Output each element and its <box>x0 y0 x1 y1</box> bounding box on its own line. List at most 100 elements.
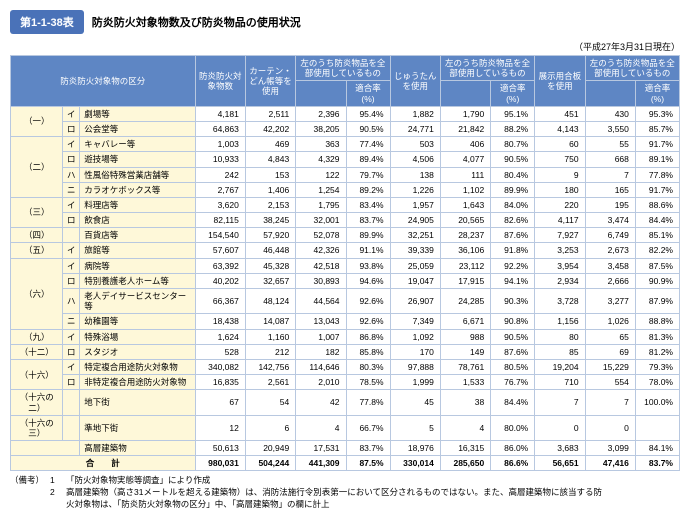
col-rate1-blank <box>296 81 346 106</box>
table-row: ニカラオケボックス等2,7671,4061,25489.2%1,2261,102… <box>11 182 680 197</box>
value-cell: 28,237 <box>440 228 490 243</box>
value-cell: 2,396 <box>296 106 346 121</box>
mark-cell: イ <box>63 243 80 258</box>
value-cell: 42 <box>296 390 346 415</box>
value-cell: 48,124 <box>245 289 295 314</box>
value-cell: 363 <box>296 137 346 152</box>
value-cell: 138 <box>390 167 440 182</box>
footnote-2b: 火対象物は、「防炎防火対象物の区分」中、「高層建築物」の欄に計上 <box>66 499 330 511</box>
col-category: 防炎防火対象物の区分 <box>11 56 196 107</box>
value-cell: 4,077 <box>440 152 490 167</box>
value-cell: 95.1% <box>491 106 535 121</box>
table-row: ニ幼稚園等18,43814,08713,04392.6%7,3496,67190… <box>11 314 680 329</box>
name-cell: 遊技場等 <box>80 152 195 167</box>
value-cell: 24,771 <box>390 121 440 136</box>
value-cell: 83.4% <box>346 197 390 212</box>
value-cell: 93.8% <box>346 258 390 273</box>
value-cell: 1,882 <box>390 106 440 121</box>
value-cell: 57,920 <box>245 228 295 243</box>
value-cell: 42,518 <box>296 258 346 273</box>
value-cell: 90.5% <box>491 329 535 344</box>
name-cell: 旅館等 <box>80 243 195 258</box>
mark-cell: イ <box>63 197 80 212</box>
col-curtain-fr: 左のうち防炎物品を全部使用しているもの <box>296 56 390 81</box>
value-cell: 3,253 <box>535 243 585 258</box>
mark-cell: ロ <box>63 273 80 288</box>
value-cell: 14,087 <box>245 314 295 329</box>
value-cell: 1,643 <box>440 197 490 212</box>
table-row: （十六の三）準地下街126466.7%5480.0%00 <box>11 415 680 440</box>
name-cell: 特別養護老人ホーム等 <box>80 273 195 288</box>
value-cell: 89.2% <box>346 182 390 197</box>
value-cell: 40,202 <box>195 273 245 288</box>
name-cell: 非特定複合用途防火対象物 <box>80 375 195 390</box>
value-cell: 45 <box>390 390 440 415</box>
table-row: ハ老人デイサービスセンター等66,36748,12444,56492.6%26,… <box>11 289 680 314</box>
col-rate2-blank <box>440 81 490 106</box>
value-cell: 82.2% <box>635 243 679 258</box>
value-cell: 430 <box>585 106 635 121</box>
group-cell: （二） <box>11 137 63 198</box>
table-row: （四）百貨店等154,54057,92052,07889.9%32,25128,… <box>11 228 680 243</box>
value-cell: 6,671 <box>440 314 490 329</box>
name-cell: 百貨店等 <box>80 228 195 243</box>
value-cell: 451 <box>535 106 585 121</box>
col-rate2: 適合率(%) <box>491 81 535 106</box>
value-cell: 86.0% <box>491 441 535 456</box>
value-cell: 55 <box>585 137 635 152</box>
total-label: 合 計 <box>11 456 196 471</box>
value-cell: 3,954 <box>535 258 585 273</box>
value-cell: 84.4% <box>491 390 535 415</box>
mark-cell: イ <box>63 359 80 374</box>
table-row: （九）イ特殊浴場1,6241,1601,00786.8%1,09298890.5… <box>11 329 680 344</box>
data-table: 防炎防火対象物の区分 防炎防火対象物数 カーテン・どん帳等を使用 左のうち防炎物… <box>10 55 680 471</box>
value-cell: 80.7% <box>491 137 535 152</box>
value-cell: 406 <box>440 137 490 152</box>
mark-cell <box>63 228 80 243</box>
value-cell: 1,406 <box>245 182 295 197</box>
table-row: （六）イ病院等63,39245,32842,51893.8%25,05923,1… <box>11 258 680 273</box>
name-cell: 飲食店 <box>80 213 195 228</box>
value-cell: 84.0% <box>491 197 535 212</box>
value-cell: 1,092 <box>390 329 440 344</box>
value-cell: 7 <box>585 390 635 415</box>
value-cell: 17,531 <box>296 441 346 456</box>
value-cell: 50,613 <box>195 441 245 456</box>
footnote-1: 「防火対象物実態等調査」により作成 <box>66 475 210 487</box>
value-cell: 15,229 <box>585 359 635 374</box>
value-cell: 38 <box>440 390 490 415</box>
value-cell: 77.8% <box>346 390 390 415</box>
value-cell: 78,761 <box>440 359 490 374</box>
group-cell: （十六） <box>11 359 63 389</box>
value-cell: 30,893 <box>296 273 346 288</box>
value-cell: 92.6% <box>346 289 390 314</box>
name-cell: 公会堂等 <box>80 121 195 136</box>
value-cell: 95.4% <box>346 106 390 121</box>
total-value: 441,309 <box>296 456 346 471</box>
table-title: 防炎防火対象物数及び防炎物品の使用状況 <box>92 14 301 30</box>
value-cell: 3,550 <box>585 121 635 136</box>
value-cell: 182 <box>296 344 346 359</box>
name-cell: 特殊浴場 <box>80 329 195 344</box>
table-row: （十二）ロスタジオ52821218285.8%17014987.6%856981… <box>11 344 680 359</box>
total-value: 980,031 <box>195 456 245 471</box>
value-cell: 82.6% <box>491 213 535 228</box>
value-cell: 91.8% <box>491 243 535 258</box>
mark-cell: イ <box>63 137 80 152</box>
value-cell: 195 <box>585 197 635 212</box>
value-cell: 242 <box>195 167 245 182</box>
total-value: 83.7% <box>635 456 679 471</box>
group-cell: （十六の三） <box>11 415 63 440</box>
value-cell: 80.3% <box>346 359 390 374</box>
value-cell: 4,181 <box>195 106 245 121</box>
value-cell: 66,367 <box>195 289 245 314</box>
value-cell: 89.9% <box>491 182 535 197</box>
value-cell: 60 <box>535 137 585 152</box>
total-value: 87.5% <box>346 456 390 471</box>
mark-cell: ロ <box>63 152 80 167</box>
value-cell: 4,143 <box>535 121 585 136</box>
col-plywood: 展示用合板を使用 <box>535 56 585 107</box>
value-cell: 4 <box>296 415 346 440</box>
value-cell: 2,153 <box>245 197 295 212</box>
value-cell: 4,329 <box>296 152 346 167</box>
